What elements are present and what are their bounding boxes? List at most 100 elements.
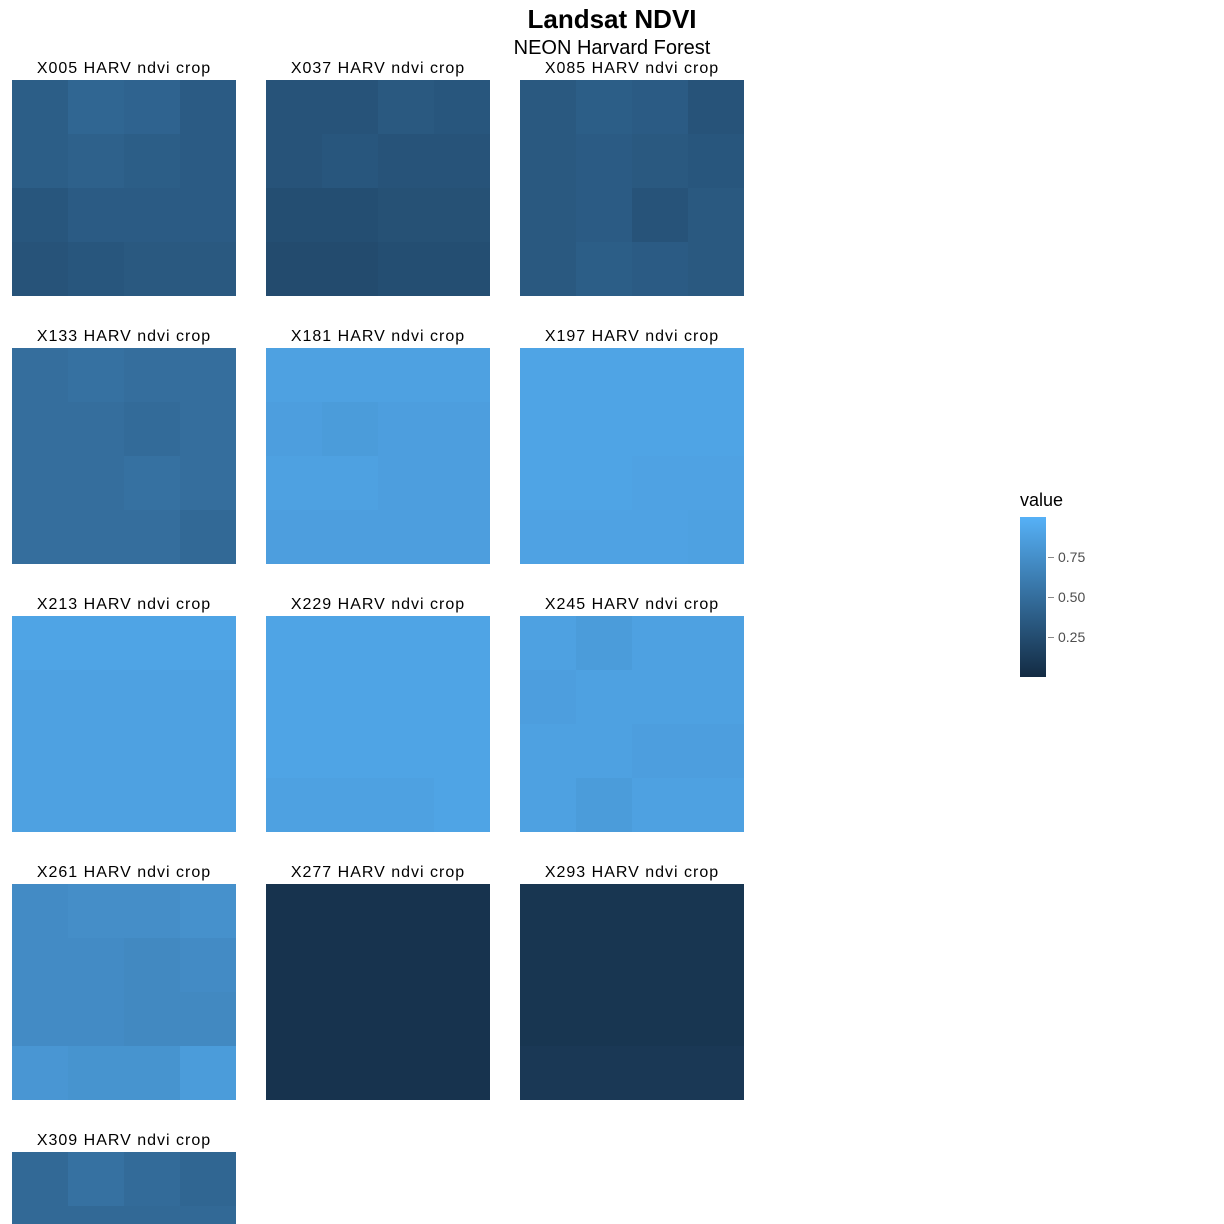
heatmap-cell xyxy=(124,402,180,456)
heatmap-cell xyxy=(266,456,322,510)
heatmap-cell xyxy=(180,1152,236,1206)
heatmap-cell xyxy=(68,402,124,456)
heatmap-cell xyxy=(180,938,236,992)
heatmap-cell xyxy=(576,1046,632,1100)
heatmap-cell xyxy=(68,616,124,670)
heatmap-cell xyxy=(434,242,490,296)
heatmap xyxy=(266,616,490,832)
heatmap-cell xyxy=(124,1206,180,1224)
heatmap-cell xyxy=(124,456,180,510)
facet-title: X181 HARV ndvi crop xyxy=(266,326,490,348)
heatmap-cell xyxy=(378,992,434,1046)
heatmap-cell xyxy=(12,938,68,992)
heatmap-cell xyxy=(632,992,688,1046)
facet-title: X133 HARV ndvi crop xyxy=(12,326,236,348)
heatmap-cell xyxy=(520,348,576,402)
heatmap-cell xyxy=(378,724,434,778)
heatmap-cell xyxy=(576,938,632,992)
legend-tick-label: 0.50 xyxy=(1058,589,1085,605)
legend-tick-mark xyxy=(1048,637,1054,638)
heatmap-cell xyxy=(12,616,68,670)
heatmap-cell xyxy=(576,188,632,242)
heatmap-cell xyxy=(68,724,124,778)
facet-grid: X005 HARV ndvi cropX037 HARV ndvi cropX0… xyxy=(12,58,1012,1224)
facet-panel: X181 HARV ndvi crop xyxy=(266,326,490,564)
heatmap-cell xyxy=(180,456,236,510)
heatmap-cell xyxy=(266,778,322,832)
heatmap xyxy=(266,884,490,1100)
heatmap-cell xyxy=(576,778,632,832)
heatmap-cell xyxy=(576,724,632,778)
heatmap-cell xyxy=(266,402,322,456)
heatmap-cell xyxy=(378,402,434,456)
heatmap-cell xyxy=(688,510,744,564)
heatmap-cell xyxy=(68,778,124,832)
heatmap-cell xyxy=(632,402,688,456)
heatmap-cell xyxy=(12,456,68,510)
heatmap-cell xyxy=(688,134,744,188)
heatmap-cell xyxy=(124,188,180,242)
heatmap-cell xyxy=(68,134,124,188)
facet-title: X213 HARV ndvi crop xyxy=(12,594,236,616)
heatmap-cell xyxy=(322,80,378,134)
heatmap-cell xyxy=(520,1046,576,1100)
heatmap-cell xyxy=(632,1046,688,1100)
heatmap-cell xyxy=(632,616,688,670)
heatmap-cell xyxy=(12,724,68,778)
facet-title: X293 HARV ndvi crop xyxy=(520,862,744,884)
facet-title: X229 HARV ndvi crop xyxy=(266,594,490,616)
heatmap-cell xyxy=(12,402,68,456)
heatmap-cell xyxy=(266,348,322,402)
heatmap xyxy=(12,348,236,564)
heatmap-cell xyxy=(434,80,490,134)
heatmap-cell xyxy=(520,242,576,296)
heatmap-cell xyxy=(322,456,378,510)
heatmap-cell xyxy=(434,510,490,564)
heatmap-cell xyxy=(576,616,632,670)
heatmap-cell xyxy=(632,724,688,778)
facet-panel: X133 HARV ndvi crop xyxy=(12,326,236,564)
heatmap xyxy=(266,80,490,296)
heatmap-cell xyxy=(378,670,434,724)
heatmap-cell xyxy=(434,188,490,242)
heatmap-cell xyxy=(576,80,632,134)
heatmap-cell xyxy=(322,242,378,296)
heatmap-cell xyxy=(520,884,576,938)
heatmap-cell xyxy=(632,778,688,832)
heatmap-cell xyxy=(520,670,576,724)
heatmap-cell xyxy=(180,670,236,724)
heatmap xyxy=(12,616,236,832)
heatmap-cell xyxy=(12,510,68,564)
heatmap-cell xyxy=(688,938,744,992)
heatmap-cell xyxy=(180,510,236,564)
heatmap-cell xyxy=(632,348,688,402)
heatmap-cell xyxy=(632,242,688,296)
heatmap-cell xyxy=(632,80,688,134)
heatmap-cell xyxy=(322,778,378,832)
heatmap-cell xyxy=(180,616,236,670)
heatmap-cell xyxy=(434,670,490,724)
facet-title: X197 HARV ndvi crop xyxy=(520,326,744,348)
heatmap-cell xyxy=(68,884,124,938)
facet-panel: X245 HARV ndvi crop xyxy=(520,594,744,832)
heatmap-cell xyxy=(266,992,322,1046)
heatmap-cell xyxy=(12,242,68,296)
heatmap-cell xyxy=(266,80,322,134)
heatmap-cell xyxy=(632,510,688,564)
heatmap-cell xyxy=(180,1206,236,1224)
heatmap-cell xyxy=(180,884,236,938)
legend-tick: 0.75 xyxy=(1048,549,1085,565)
heatmap-cell xyxy=(124,1152,180,1206)
heatmap-cell xyxy=(266,1046,322,1100)
facet-title: X005 HARV ndvi crop xyxy=(12,58,236,80)
heatmap-cell xyxy=(12,992,68,1046)
heatmap-cell xyxy=(68,348,124,402)
heatmap-cell xyxy=(688,884,744,938)
facet-title: X309 HARV ndvi crop xyxy=(12,1130,236,1152)
heatmap-cell xyxy=(520,456,576,510)
heatmap-cell xyxy=(378,938,434,992)
legend-tick: 0.25 xyxy=(1048,629,1085,645)
heatmap-cell xyxy=(688,188,744,242)
heatmap-cell xyxy=(520,510,576,564)
heatmap xyxy=(12,884,236,1100)
